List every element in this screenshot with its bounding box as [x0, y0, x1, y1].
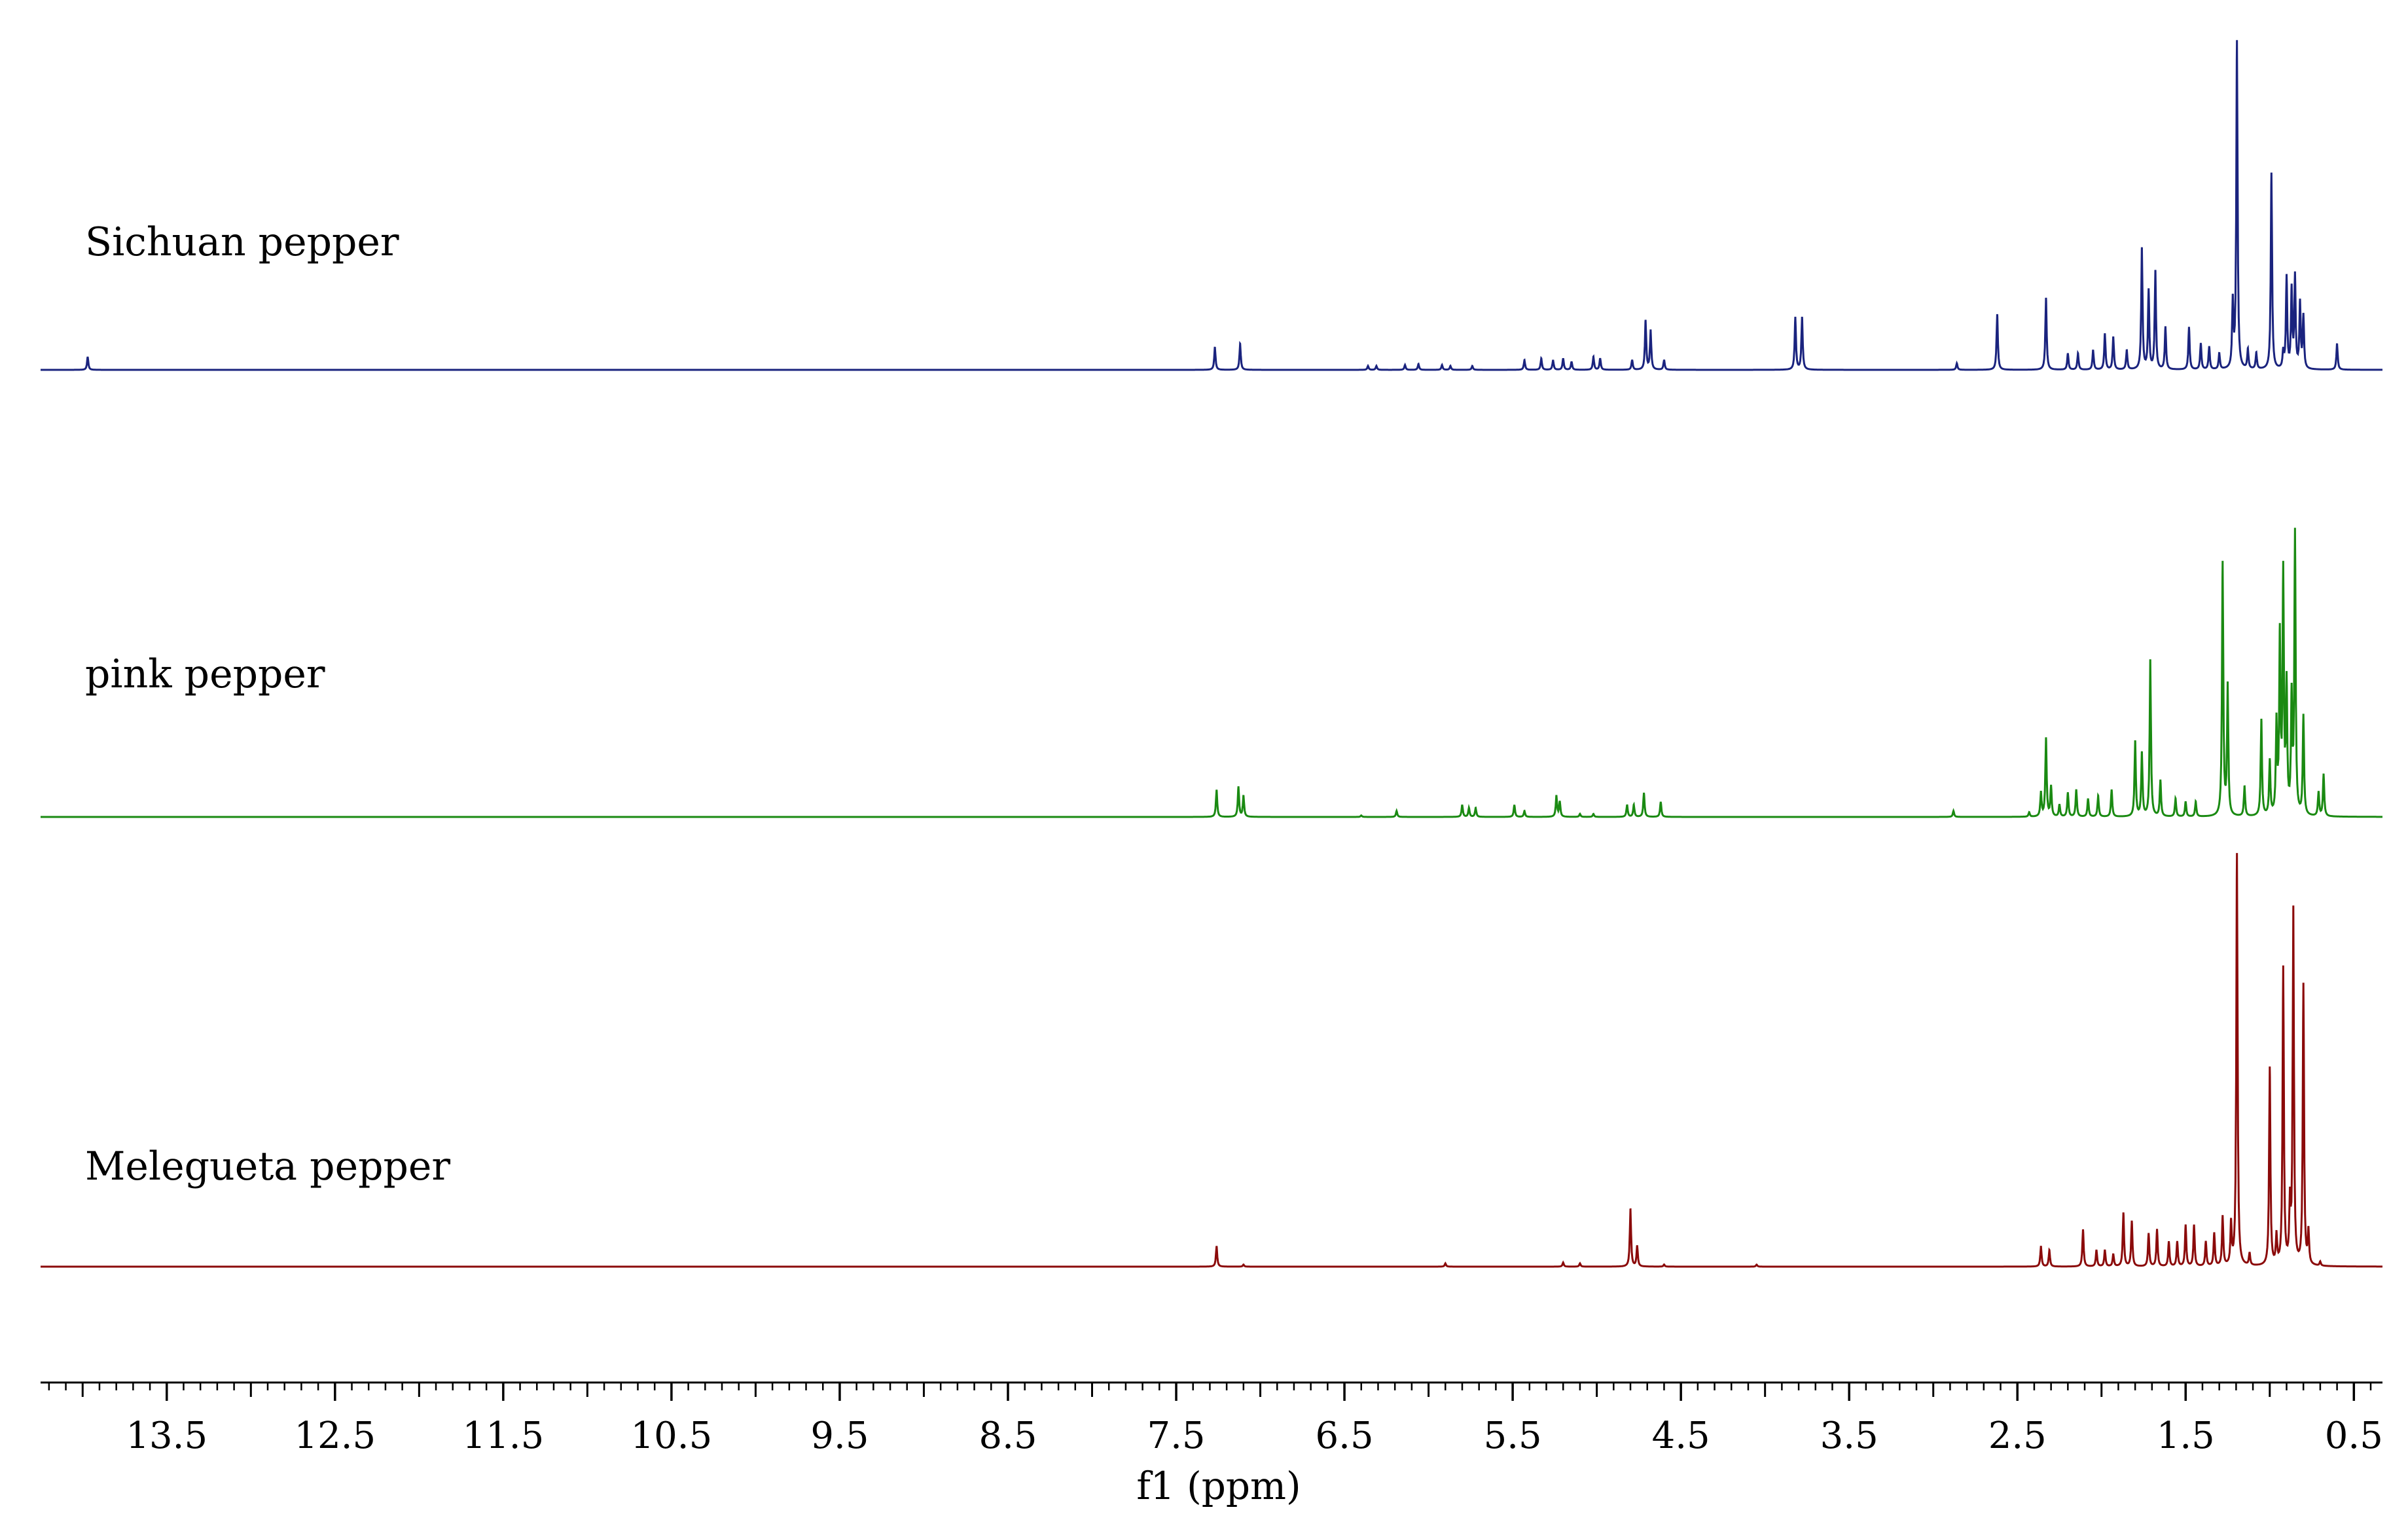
x-tick-label: 1.5	[2157, 1415, 2215, 1457]
x-tick-label: 11.5	[463, 1415, 545, 1457]
x-tick-label: 8.5	[979, 1415, 1037, 1457]
x-tick-label: 10.5	[631, 1415, 713, 1457]
x-tick-label: 13.5	[126, 1415, 207, 1457]
x-tick-label: 6.5	[1316, 1415, 1374, 1457]
x-tick-label: 2.5	[1988, 1415, 2047, 1457]
spectrum-trace-sichuan	[41, 40, 2382, 371]
spectrum-melegueta: Melegueta pepper	[41, 853, 2382, 1268]
spectrum-pink: pink pepper	[41, 528, 2382, 818]
x-axis-title: f1 (ppm)	[1136, 1464, 1301, 1508]
spectrum-sichuan: Sichuan pepper	[41, 40, 2382, 371]
spectrum-trace-melegueta	[41, 853, 2382, 1268]
series-label-sichuan: Sichuan pepper	[85, 219, 399, 265]
x-axis-tick-labels: 13.5 12.5 11.5 10.5 9.5 8.5 7.5 6.5 5.5 4.5 3.5 2.5…	[126, 1415, 2382, 1457]
x-tick-label: 9.5	[810, 1415, 869, 1457]
x-tick-label: 7.5	[1147, 1415, 1205, 1457]
series-label-melegueta: Melegueta pepper	[85, 1144, 450, 1189]
spectrum-trace-pink	[41, 528, 2382, 818]
x-tick-label: 3.5	[1820, 1415, 1878, 1457]
x-tick-label: 5.5	[1484, 1415, 1542, 1457]
x-tick-label: 12.5	[294, 1415, 376, 1457]
x-tick-label: 4.5	[1652, 1415, 1710, 1457]
x-axis-major-ticks	[81, 1383, 2356, 1401]
x-axis: 13.5 12.5 11.5 10.5 9.5 8.5 7.5 6.5 5.5 4.5 3.5 2.5…	[41, 1381, 2383, 1508]
x-tick-label: 0.5	[2325, 1415, 2383, 1457]
x-axis-minor-ticks	[48, 1383, 2372, 1390]
series-label-pink: pink pepper	[85, 651, 325, 697]
spectra-layer: Sichuan pepper pink pepper Melegueta pep…	[41, 40, 2382, 1268]
